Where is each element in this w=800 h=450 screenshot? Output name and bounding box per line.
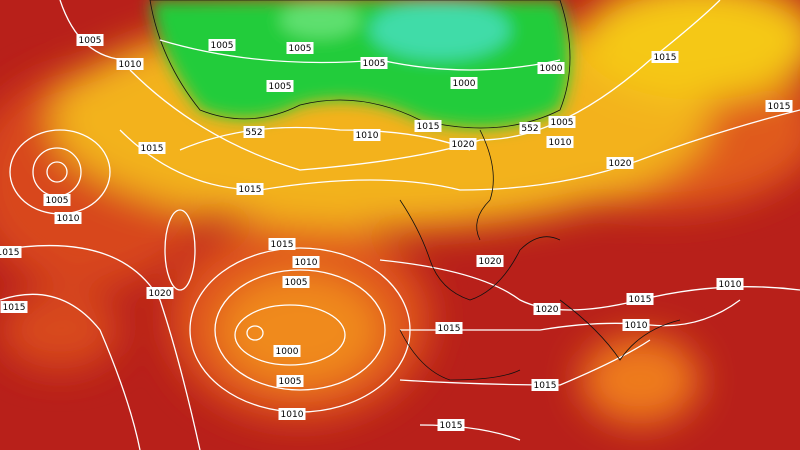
label-box [533, 303, 561, 315]
isobar-label: 552 [521, 124, 538, 134]
label-box [450, 77, 478, 89]
isobar-label: 1000 [276, 347, 299, 357]
isobar-label: 1015 [141, 144, 164, 154]
isobar [46, 161, 68, 183]
isobar-label: 1010 [295, 258, 318, 268]
label-box [273, 345, 301, 357]
isobar-label: 1015 [239, 185, 262, 195]
isobar-label: 1015 [768, 102, 791, 112]
isobar-label: 1005 [211, 41, 234, 51]
label-box [146, 287, 174, 299]
isobar-label: 1010 [549, 138, 572, 148]
label-box [437, 419, 465, 431]
isobar-label: 1015 [629, 295, 652, 305]
isobar-label: 1000 [453, 79, 476, 89]
label-box [276, 375, 304, 387]
isobar-label: 1000 [540, 64, 563, 74]
isobar-label: 1010 [356, 131, 379, 141]
label-box [353, 129, 381, 141]
isobar-label: 1005 [363, 59, 386, 69]
label-box [266, 80, 294, 92]
coastline [476, 129, 494, 241]
isobar [0, 244, 201, 450]
label-box [651, 51, 679, 63]
isobar-label: 1015 [271, 240, 294, 250]
label-box [0, 246, 22, 258]
coastline [559, 299, 681, 361]
label-box [54, 212, 82, 224]
label-box [282, 276, 310, 288]
contour-552 [149, 0, 571, 129]
label-box [208, 39, 236, 51]
label-box [268, 238, 296, 250]
label-box [606, 157, 634, 169]
label-box [0, 301, 28, 313]
label-box [716, 278, 744, 290]
label-box [546, 136, 574, 148]
label-box [236, 183, 264, 195]
coastlines [399, 129, 681, 381]
isobar-label: 1015 [440, 421, 463, 431]
isobar-label: 1020 [536, 305, 559, 315]
isobar [246, 325, 264, 341]
label-box [622, 319, 650, 331]
isobar-label: 1005 [279, 377, 302, 387]
coastline [399, 329, 521, 381]
isobar [400, 299, 741, 331]
isobar-label: 1010 [625, 321, 648, 331]
isobar-label: 1005 [79, 36, 102, 46]
label-box [243, 126, 265, 138]
isobar-label: 1015 [3, 303, 26, 313]
label-box [435, 322, 463, 334]
isobar-label: 1005 [46, 196, 69, 206]
label-box [116, 58, 144, 70]
isobar-label: 1015 [0, 248, 19, 258]
label-box [537, 62, 565, 74]
isobar-label: 1015 [654, 53, 677, 63]
isobar [234, 304, 346, 366]
isobar [419, 424, 521, 441]
isobar-label: 1020 [149, 289, 172, 299]
isobar-label: 1010 [119, 60, 142, 70]
isobar-label: 1020 [609, 159, 632, 169]
isobar-label: 1020 [452, 140, 475, 150]
coastline [399, 199, 561, 301]
isobar-label: 1005 [289, 44, 312, 54]
isobar-label: 1005 [551, 118, 574, 128]
isobar-label: 1015 [417, 122, 440, 132]
isobar-label: 1010 [719, 280, 742, 290]
low-field [150, 0, 570, 128]
isobar [0, 293, 141, 450]
label-box [43, 194, 71, 206]
isobar [164, 209, 196, 291]
label-box [531, 379, 559, 391]
isobar-label: 1020 [479, 257, 502, 267]
isobar [214, 269, 386, 391]
isobar-label: 1010 [281, 410, 304, 420]
label-box [76, 34, 104, 46]
label-box [414, 120, 442, 132]
isobar [399, 339, 651, 386]
isobar-label: 1005 [269, 82, 292, 92]
label-box [278, 408, 306, 420]
isobar-label: 552 [245, 128, 262, 138]
isobar-label: 1015 [534, 381, 557, 391]
isobar [119, 109, 800, 191]
isobar-label: 1005 [285, 278, 308, 288]
label-box [292, 256, 320, 268]
isobar-labels: 1005 1010 1005 1005 1005 1005 1000 1000 1015 1015… [0, 34, 793, 431]
isobar [179, 126, 471, 151]
isobar-label: 1015 [438, 324, 461, 334]
label-box [286, 42, 314, 54]
label-box [765, 100, 793, 112]
label-box [519, 122, 541, 134]
label-box [476, 255, 504, 267]
label-box [360, 57, 388, 69]
isobar-label: 1010 [57, 214, 80, 224]
label-box [449, 138, 477, 150]
label-box [138, 142, 166, 154]
label-box [548, 116, 576, 128]
label-box [626, 293, 654, 305]
